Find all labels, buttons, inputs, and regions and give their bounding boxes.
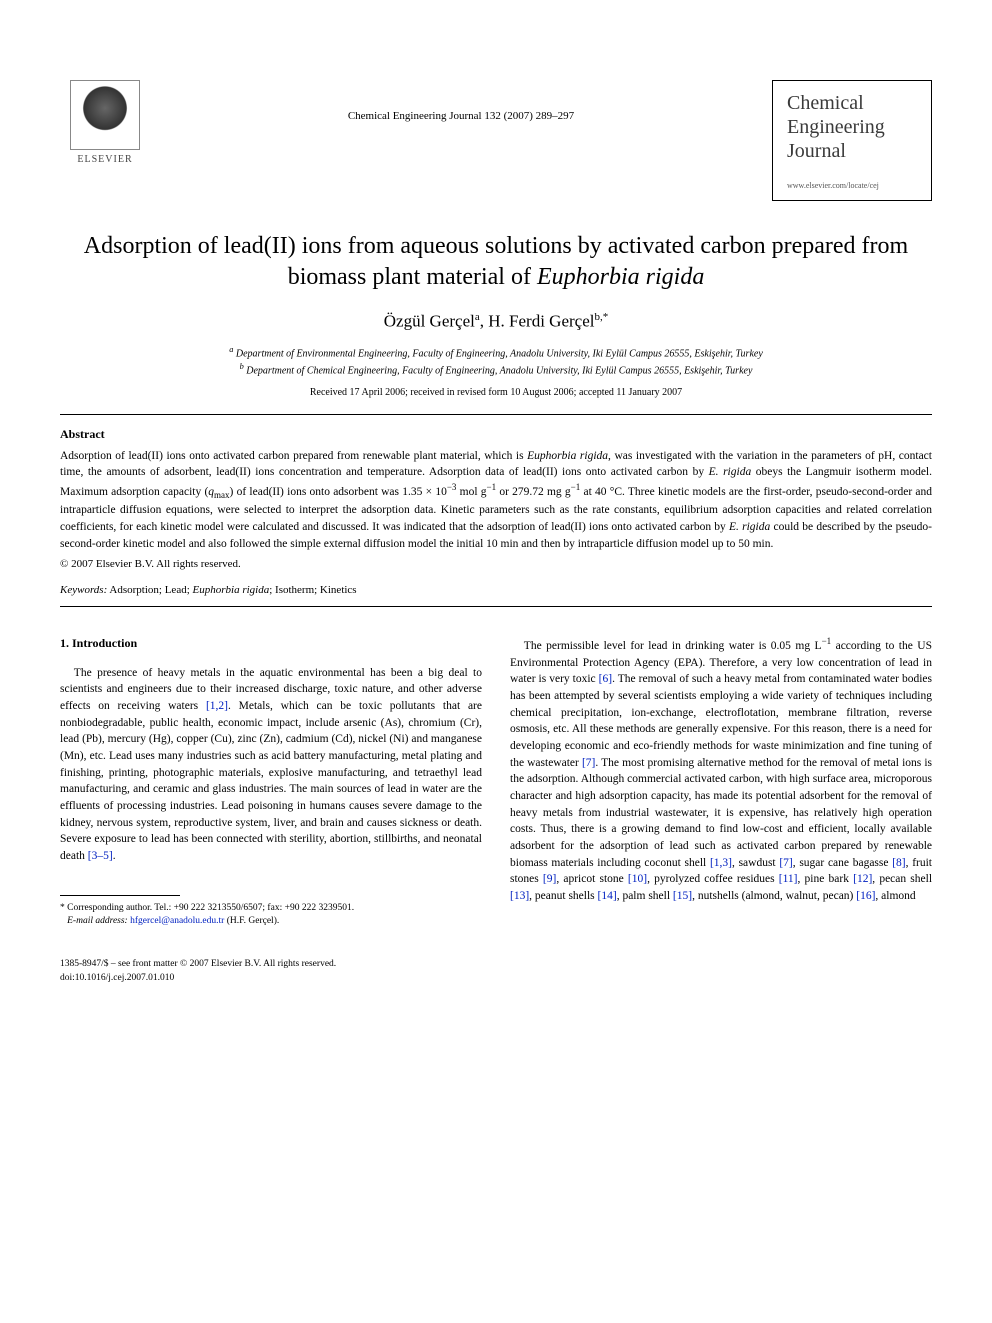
c2-t15: , almond: [875, 890, 915, 902]
affil-b-sup: b: [240, 362, 244, 371]
abs-sup3: −1: [571, 482, 581, 492]
ref-link-1-3[interactable]: [1,3]: [710, 857, 732, 869]
keywords: Keywords: Adsorption; Lead; Euphorbia ri…: [60, 584, 932, 596]
rule-top: [60, 414, 932, 415]
abs-t6: or 279.72 mg g: [496, 486, 571, 498]
footer-line1: 1385-8947/$ – see front matter © 2007 El…: [60, 959, 336, 969]
ref-link-3-5[interactable]: [3–5]: [88, 850, 113, 862]
title-text: Adsorption of lead(II) ions from aqueous…: [84, 233, 908, 290]
c2-t13: , palm shell: [617, 890, 673, 902]
elsevier-logo: ELSEVIER: [60, 80, 150, 165]
ref-link-15[interactable]: [15]: [673, 890, 692, 902]
c2-t9: , pyrolyzed coffee residues: [647, 873, 779, 885]
ref-link-11[interactable]: [11]: [779, 873, 798, 885]
c2-t5: , sawdust: [732, 857, 779, 869]
c1-t2: . Metals, which can be toxic pollutants …: [60, 700, 482, 862]
abstract-body: Adsorption of lead(II) ions onto activat…: [60, 448, 932, 553]
abs-t5: mol g: [456, 486, 486, 498]
journal-url[interactable]: www.elsevier.com/locate/cej: [787, 181, 917, 190]
article-title: Adsorption of lead(II) ions from aqueous…: [80, 231, 912, 293]
section-1-heading: 1. Introduction: [60, 635, 482, 652]
abs-qmax: max: [214, 490, 230, 500]
author-2-affil: b,*: [594, 311, 608, 323]
ref-link-9[interactable]: [9]: [543, 873, 556, 885]
journal-reference: Chemical Engineering Journal 132 (2007) …: [150, 80, 772, 122]
rule-bottom: [60, 606, 932, 607]
abs-t4: ) of lead(II) ions onto adsorbent was 1.…: [230, 486, 447, 498]
intro-para-2: The permissible level for lead in drinki…: [510, 635, 932, 905]
c2-t10: , pine bark: [798, 873, 854, 885]
c2-t12: , peanut shells: [529, 890, 597, 902]
abs-sup1: −3: [447, 482, 457, 492]
column-left: 1. Introduction The presence of heavy me…: [60, 635, 482, 928]
page-footer: 1385-8947/$ – see front matter © 2007 El…: [60, 958, 932, 985]
c2-t3: . The removal of such a heavy metal from…: [510, 673, 932, 768]
c1-t3: .: [113, 850, 116, 862]
c2-t11: , pecan shell: [872, 873, 932, 885]
column-right: The permissible level for lead in drinki…: [510, 635, 932, 928]
ref-link-12[interactable]: [12]: [853, 873, 872, 885]
ref-link-7b[interactable]: [7]: [779, 857, 792, 869]
keywords-species: Euphorbia rigida: [193, 584, 270, 596]
journal-name: Chemical Engineering Journal: [787, 91, 917, 163]
abstract-copyright: © 2007 Elsevier B.V. All rights reserved…: [60, 558, 932, 570]
title-species: Euphorbia rigida: [537, 264, 704, 290]
abs-t1: Adsorption of lead(II) ions onto activat…: [60, 450, 527, 462]
ref-link-6[interactable]: [6]: [599, 673, 612, 685]
c2-t14: , nutshells (almond, walnut, pecan): [692, 890, 856, 902]
affiliations: a Department of Environmental Engineerin…: [60, 344, 932, 379]
ref-link-8[interactable]: [8]: [892, 857, 905, 869]
footnote-email-label: E-mail address:: [67, 916, 128, 926]
abs-sup2: −1: [487, 482, 497, 492]
ref-link-14[interactable]: [14]: [598, 890, 617, 902]
elsevier-tree-icon: [70, 80, 140, 150]
ref-link-13[interactable]: [13]: [510, 890, 529, 902]
c2-t6: , sugar cane bagasse: [793, 857, 892, 869]
abs-species3: E. rigida: [729, 521, 770, 533]
footnote-email-name: (H.F. Gerçel).: [224, 916, 279, 926]
author-1: Özgül Gerçel: [384, 312, 475, 331]
keywords-list-a: Adsorption; Lead;: [107, 584, 192, 596]
c2-t8: , apricot stone: [556, 873, 628, 885]
article-dates: Received 17 April 2006; received in revi…: [60, 387, 932, 398]
footer-doi: doi:10.1016/j.cej.2007.01.010: [60, 973, 174, 983]
footnote-text: Corresponding author. Tel.: +90 222 3213…: [65, 903, 354, 913]
c2-t1: The permissible level for lead in drinki…: [524, 640, 822, 652]
keywords-label: Keywords:: [60, 584, 107, 596]
footnote-separator: [60, 895, 180, 896]
two-column-body: 1. Introduction The presence of heavy me…: [60, 635, 932, 928]
ref-link-1-2[interactable]: [1,2]: [206, 700, 228, 712]
journal-box: Chemical Engineering Journal www.elsevie…: [772, 80, 932, 201]
abs-species2: E. rigida: [709, 466, 752, 478]
affil-a-sup: a: [229, 345, 233, 354]
keywords-list-b: ; Isotherm; Kinetics: [269, 584, 356, 596]
affil-b: Department of Chemical Engineering, Facu…: [246, 366, 752, 377]
abstract-heading: Abstract: [60, 427, 932, 442]
elsevier-label: ELSEVIER: [77, 154, 132, 165]
header-row: ELSEVIER Chemical Engineering Journal 13…: [60, 80, 932, 201]
c2-t4: . The most promising alternative method …: [510, 757, 932, 869]
ref-link-10[interactable]: [10]: [628, 873, 647, 885]
affil-a: Department of Environmental Engineering,…: [236, 348, 763, 359]
author-2: H. Ferdi Gerçel: [488, 312, 594, 331]
footnote-email[interactable]: hfgercel@anadolu.edu.tr: [128, 916, 225, 926]
abs-species1: Euphorbia rigida: [527, 450, 608, 462]
corresponding-footnote: * Corresponding author. Tel.: +90 222 32…: [60, 902, 482, 929]
c2-sup1: −1: [822, 636, 832, 646]
author-1-affil: a: [475, 311, 480, 323]
authors: Özgül Gerçela, H. Ferdi Gerçelb,*: [60, 311, 932, 332]
ref-link-16[interactable]: [16]: [856, 890, 875, 902]
intro-para-1: The presence of heavy metals in the aqua…: [60, 665, 482, 865]
ref-link-7[interactable]: [7]: [582, 757, 595, 769]
